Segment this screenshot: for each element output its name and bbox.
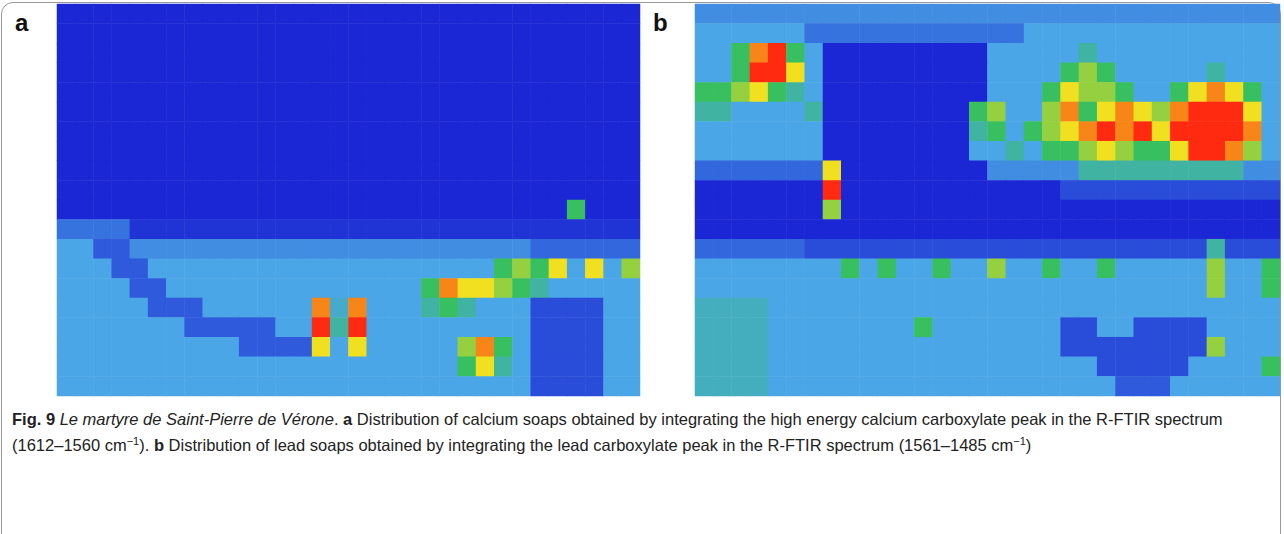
svg-text:a: a bbox=[15, 9, 29, 36]
svg-text:b: b bbox=[653, 9, 668, 36]
html-text:Fig. 9 Le martyre de Saint-Pie: Fig. 9 Le martyre de Saint-Pierre de Vér… bbox=[12, 410, 1223, 454]
